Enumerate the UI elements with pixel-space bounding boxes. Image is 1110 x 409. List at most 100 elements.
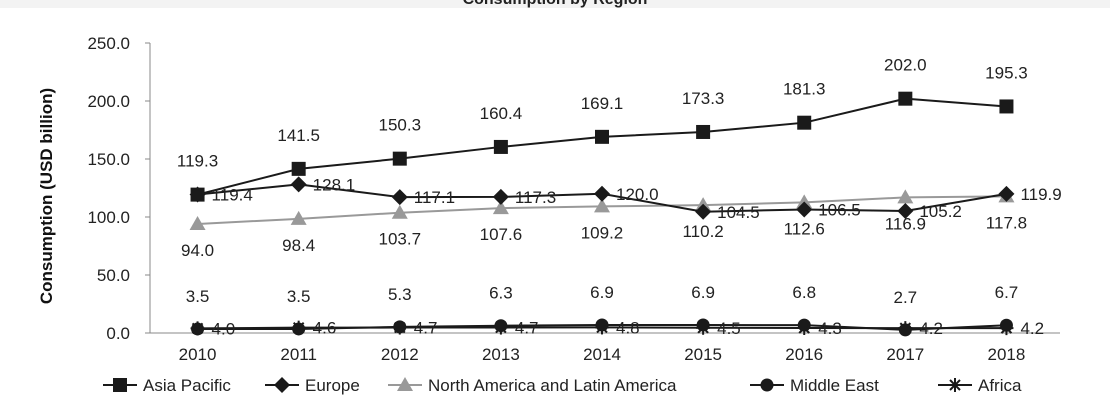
y-tick-label: 150.0 bbox=[87, 150, 130, 169]
point-asia-pacific bbox=[392, 151, 407, 166]
x-tick-label: 2010 bbox=[179, 345, 217, 364]
point-asia-pacific bbox=[291, 161, 306, 176]
data-label-middle-east: 3.5 bbox=[186, 287, 210, 306]
data-label-asia-pacific: 169.1 bbox=[581, 94, 624, 113]
point-middle-east bbox=[797, 318, 811, 332]
x-tick-label: 2017 bbox=[886, 345, 924, 364]
x-tick-label: 2014 bbox=[583, 345, 621, 364]
point-north-america-and-latin-america bbox=[594, 198, 610, 213]
data-label-europe: 119.4 bbox=[212, 185, 253, 204]
point-middle-east bbox=[191, 322, 205, 336]
y-tick-label: 250.0 bbox=[87, 34, 130, 53]
point-europe bbox=[897, 202, 914, 219]
data-label-middle-east: 6.9 bbox=[691, 283, 715, 302]
data-label-middle-east: 5.3 bbox=[388, 285, 412, 304]
x-tick-label: 2018 bbox=[988, 345, 1026, 364]
point-europe bbox=[695, 203, 712, 220]
data-label-africa: 4.7 bbox=[515, 319, 539, 338]
legend-label-asia-pacific: Asia Pacific bbox=[143, 376, 231, 395]
point-asia-pacific bbox=[493, 139, 508, 154]
point-asia-pacific bbox=[999, 99, 1014, 114]
data-label-africa: 4.0 bbox=[212, 319, 236, 338]
legend-marker-africa bbox=[948, 378, 962, 392]
point-asia-pacific bbox=[595, 129, 609, 144]
legend-marker-europe bbox=[274, 377, 290, 393]
data-label-asia-pacific: 160.4 bbox=[480, 104, 523, 123]
data-label-asia-pacific: 173.3 bbox=[682, 89, 725, 108]
data-label-north-america-and-latin-america: 112.6 bbox=[784, 219, 825, 238]
legend-marker-north-america-and-latin-america bbox=[397, 377, 413, 391]
point-north-america-and-latin-america bbox=[189, 215, 206, 230]
data-label-middle-east: 3.5 bbox=[287, 287, 311, 306]
data-label-africa: 4.8 bbox=[616, 318, 640, 337]
data-label-africa: 4.2 bbox=[1020, 319, 1044, 338]
data-label-north-america-and-latin-america: 107.6 bbox=[480, 225, 523, 244]
point-asia-pacific bbox=[190, 187, 205, 202]
point-north-america-and-latin-america bbox=[391, 204, 408, 219]
legend-marker-asia-pacific bbox=[113, 378, 127, 392]
data-label-north-america-and-latin-america: 116.9 bbox=[885, 214, 926, 233]
legend-marker-middle-east bbox=[760, 378, 774, 392]
data-label-north-america-and-latin-america: 109.2 bbox=[581, 223, 624, 242]
legend-label-europe: Europe bbox=[305, 376, 360, 395]
data-label-north-america-and-latin-america: 103.7 bbox=[379, 230, 422, 249]
data-label-africa: 4.7 bbox=[414, 319, 438, 338]
data-label-africa: 4.5 bbox=[717, 319, 741, 338]
data-label-north-america-and-latin-america: 117.8 bbox=[986, 213, 1027, 232]
point-middle-east bbox=[595, 318, 609, 332]
data-label-asia-pacific: 202.0 bbox=[884, 56, 927, 75]
point-middle-east bbox=[393, 320, 407, 334]
point-north-america-and-latin-america bbox=[290, 210, 307, 225]
data-label-north-america-and-latin-america: 110.2 bbox=[682, 222, 723, 241]
point-middle-east bbox=[292, 322, 306, 336]
data-label-europe: 120.0 bbox=[616, 185, 659, 204]
data-label-asia-pacific: 181.3 bbox=[783, 80, 826, 99]
data-label-europe: 128.1 bbox=[313, 175, 356, 194]
x-tick-label: 2012 bbox=[381, 345, 419, 364]
data-label-europe: 119.9 bbox=[1020, 185, 1061, 204]
data-label-europe: 117.3 bbox=[515, 188, 556, 207]
legend-label-africa: Africa bbox=[978, 376, 1022, 395]
top-strip bbox=[0, 0, 1110, 8]
point-middle-east bbox=[494, 319, 508, 333]
point-europe bbox=[492, 188, 509, 205]
data-label-europe: 105.2 bbox=[919, 202, 962, 221]
data-label-middle-east: 6.9 bbox=[590, 283, 614, 302]
chart-title: Consumption by Region bbox=[0, 0, 1110, 9]
x-tick-label: 2013 bbox=[482, 345, 520, 364]
point-middle-east bbox=[696, 318, 710, 332]
x-tick-label: 2016 bbox=[785, 345, 823, 364]
y-tick-label: 100.0 bbox=[87, 208, 130, 227]
point-europe bbox=[290, 176, 307, 193]
data-label-asia-pacific: 195.3 bbox=[985, 63, 1028, 82]
x-tick-label: 2015 bbox=[684, 345, 722, 364]
data-label-africa: 4.2 bbox=[919, 319, 943, 338]
y-tick-label: 50.0 bbox=[97, 266, 130, 285]
y-axis-title: Consumption (USD billion) bbox=[37, 88, 56, 304]
data-label-middle-east: 6.3 bbox=[489, 284, 513, 303]
point-north-america-and-latin-america bbox=[897, 189, 914, 204]
legend-label-north-america-and-latin-america: North America and Latin America bbox=[428, 376, 677, 395]
data-label-europe: 106.5 bbox=[818, 200, 861, 219]
data-label-middle-east: 6.7 bbox=[995, 283, 1019, 302]
data-label-middle-east: 6.8 bbox=[792, 283, 816, 302]
data-label-asia-pacific: 141.5 bbox=[277, 126, 320, 145]
point-north-america-and-latin-america bbox=[796, 194, 813, 209]
point-europe bbox=[594, 185, 610, 202]
point-europe bbox=[998, 185, 1015, 202]
data-label-europe: 104.5 bbox=[717, 203, 760, 222]
data-label-asia-pacific: 150.3 bbox=[379, 116, 422, 135]
y-tick-label: 200.0 bbox=[87, 92, 130, 111]
point-asia-pacific bbox=[898, 91, 913, 106]
point-europe bbox=[796, 201, 813, 218]
data-label-north-america-and-latin-america: 94.0 bbox=[181, 241, 214, 260]
data-label-europe: 117.1 bbox=[414, 188, 455, 207]
data-label-africa: 4.6 bbox=[313, 319, 337, 338]
point-middle-east bbox=[999, 318, 1013, 332]
point-middle-east bbox=[898, 323, 912, 337]
data-label-middle-east: 2.7 bbox=[894, 288, 918, 307]
y-tick-label: 0.0 bbox=[106, 324, 130, 343]
data-label-north-america-and-latin-america: 98.4 bbox=[282, 236, 315, 255]
legend-label-middle-east: Middle East bbox=[790, 376, 879, 395]
